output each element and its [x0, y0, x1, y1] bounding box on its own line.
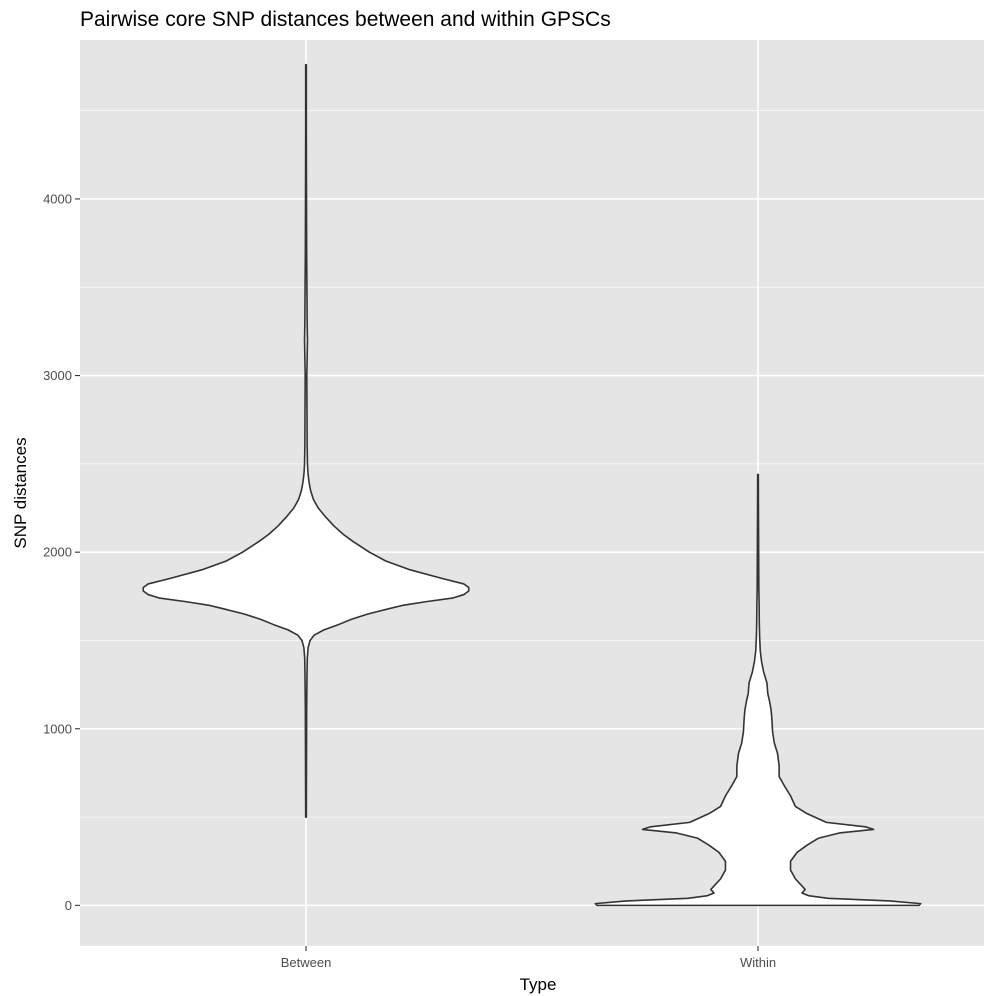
y-tick-label: 0 [65, 898, 72, 913]
y-axis-title: SNP distances [11, 437, 30, 548]
chart-title: Pairwise core SNP distances between and … [80, 8, 611, 31]
x-tick-label: Within [740, 955, 776, 970]
y-tick-label: 2000 [43, 545, 72, 560]
y-tick-label: 4000 [43, 191, 72, 206]
violin-within [594, 473, 922, 907]
grid-minor [80, 110, 984, 818]
y-axis-ticks: 0 1000 2000 3000 4000 [43, 191, 80, 913]
plot-panel [80, 40, 984, 946]
violin-between [142, 63, 470, 818]
y-tick-label: 1000 [43, 721, 72, 736]
y-tick-label: 3000 [43, 368, 72, 383]
x-tick-label: Between [281, 955, 332, 970]
x-axis-ticks: Between Within [281, 946, 776, 970]
violins [142, 63, 922, 907]
x-axis-title: Type [520, 975, 557, 994]
